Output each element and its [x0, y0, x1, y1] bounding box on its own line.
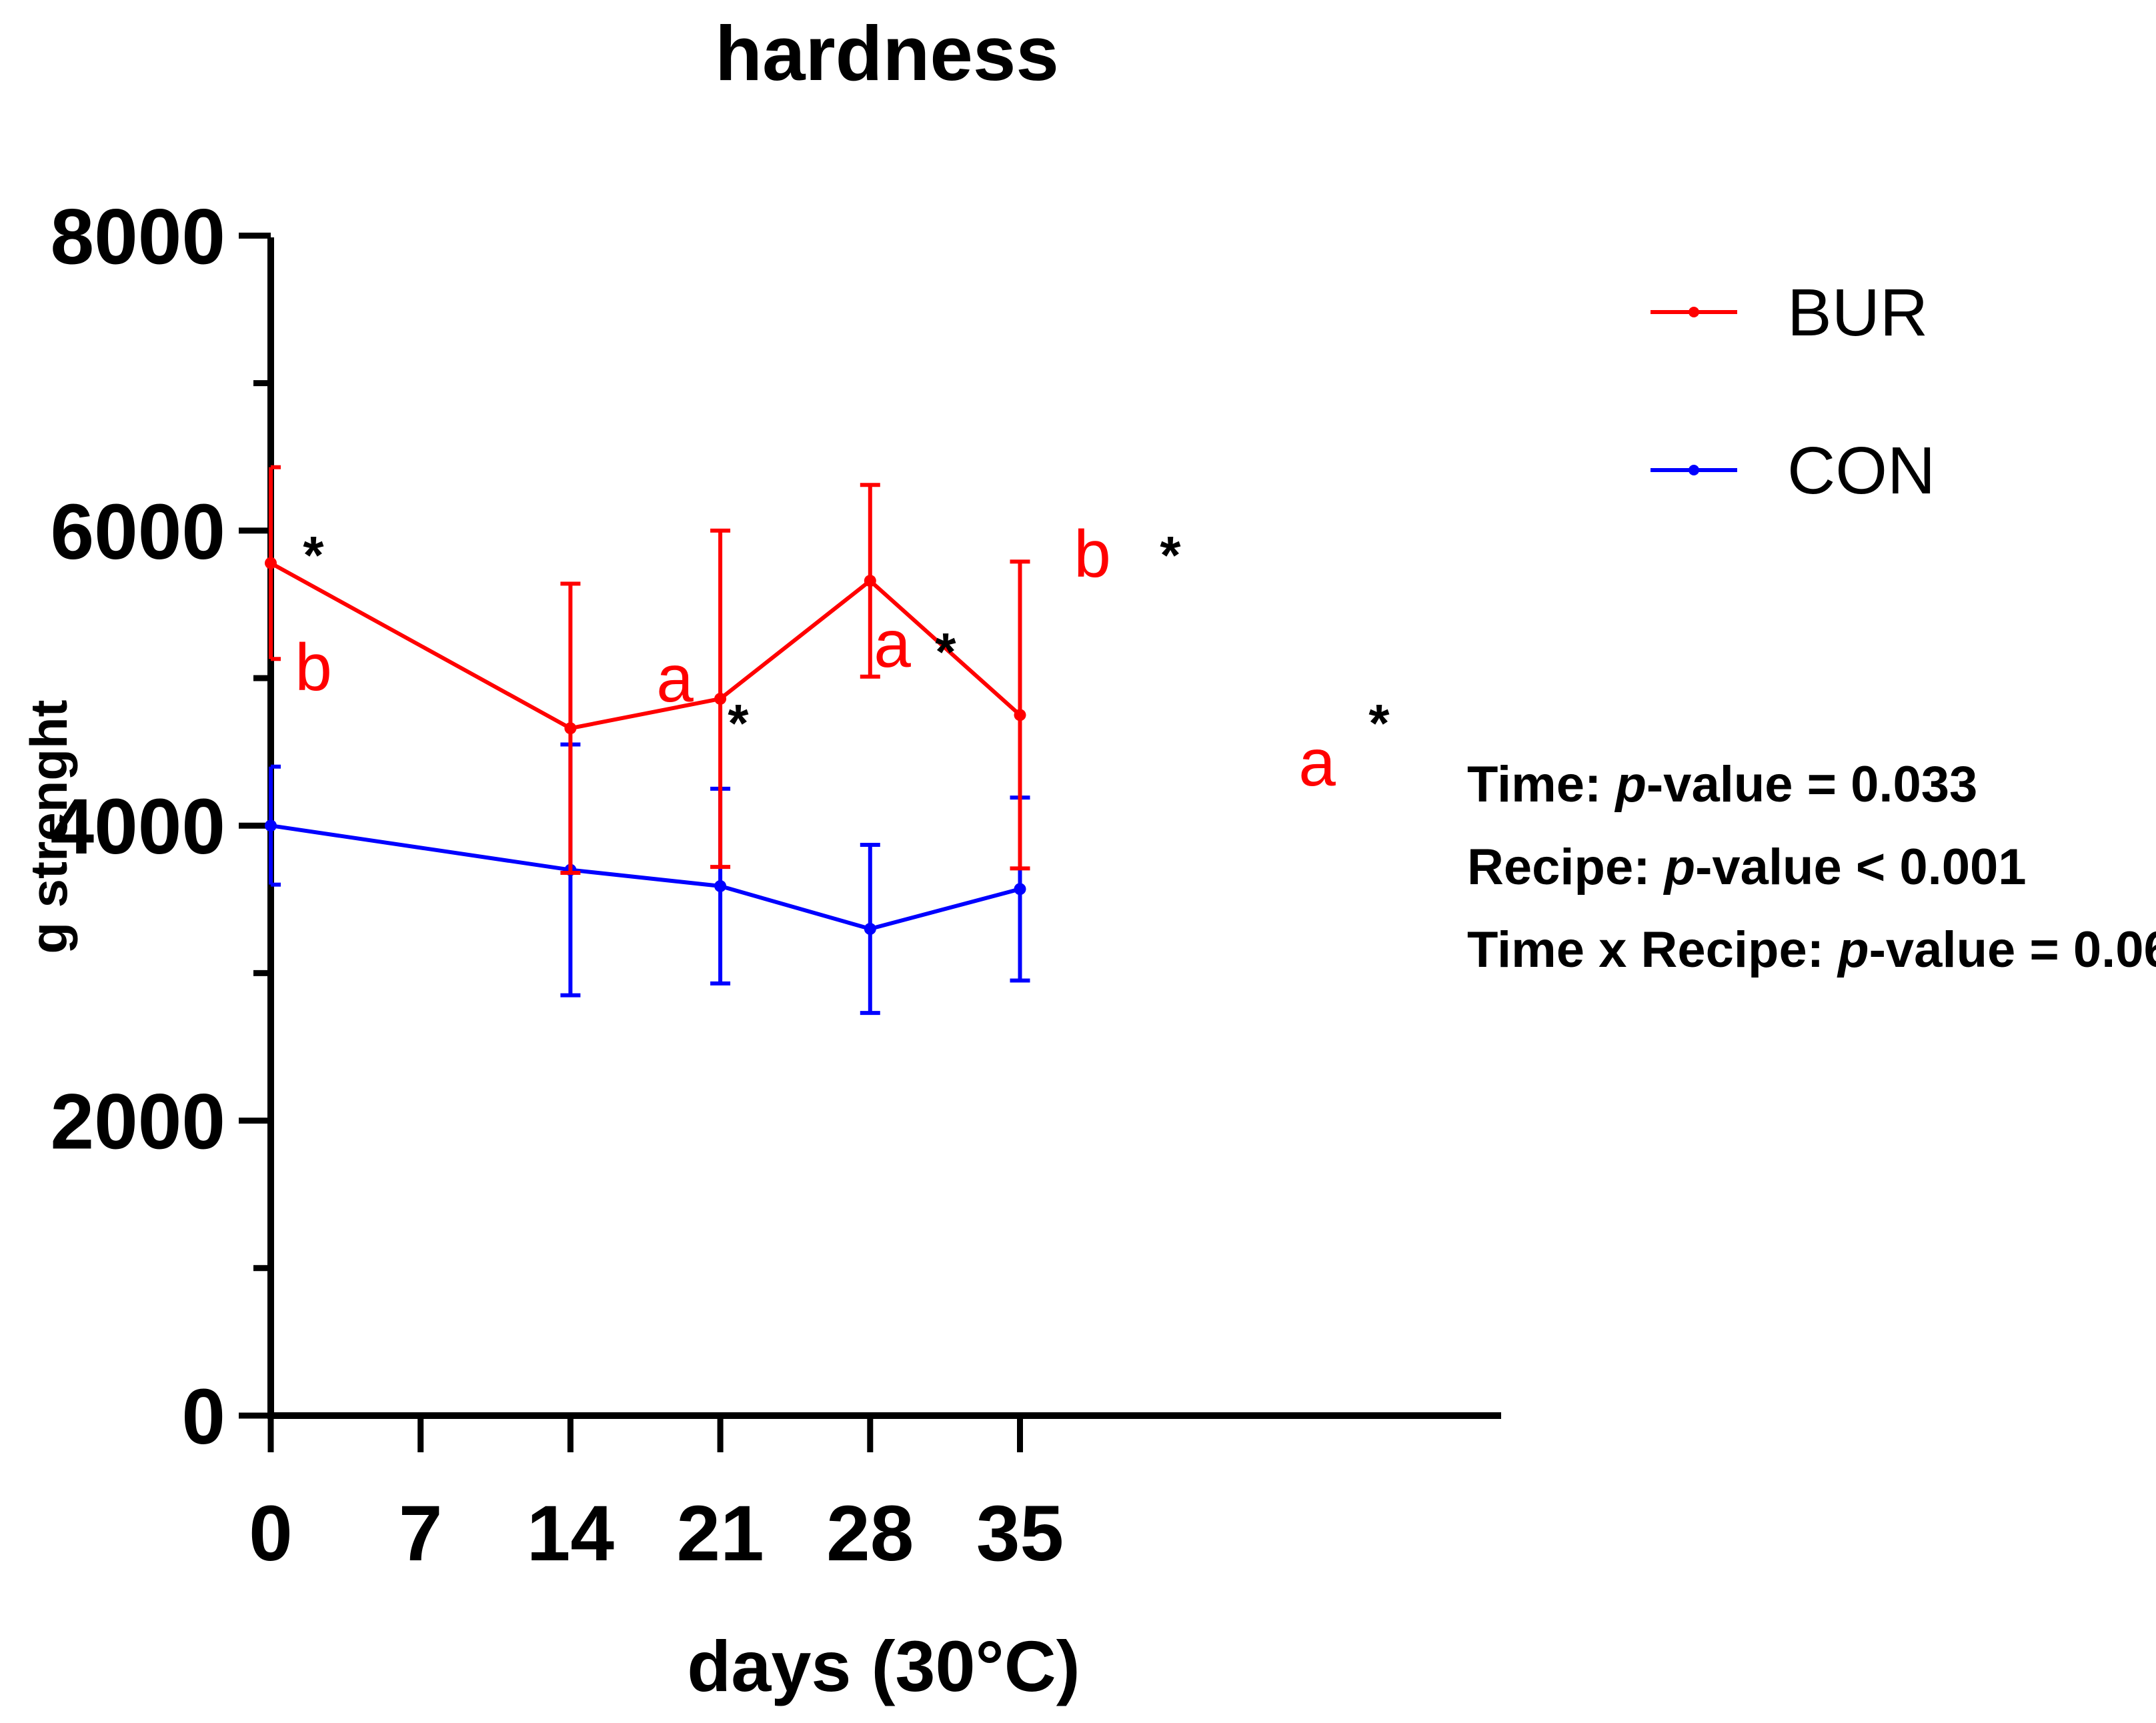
x-tick-label: 7 — [399, 1490, 443, 1578]
legend-item-bur: BUR — [1651, 275, 1928, 350]
x-axis-ticks: 0 7 14 21 28 35 — [249, 1416, 1064, 1578]
significance-star: * — [1160, 525, 1181, 585]
y-tick-label: 2000 — [50, 1078, 225, 1166]
y-tick-label: 8000 — [50, 193, 225, 281]
x-tick-label: 14 — [527, 1490, 614, 1578]
significance-star: * — [935, 622, 956, 681]
group-letter: b — [295, 630, 332, 705]
x-tick-label: 28 — [826, 1490, 914, 1578]
data-point — [864, 923, 876, 936]
x-axis-label: days (30°C) — [687, 1626, 1080, 1706]
stats-annotation: Time x Recipe: p-value = 0.066 — [1467, 922, 2156, 978]
data-point — [265, 819, 277, 832]
series-line — [270, 823, 1021, 932]
group-letter: a — [874, 607, 911, 681]
significance-star: * — [1368, 693, 1390, 753]
y-axis-label: g strenght — [19, 699, 78, 954]
stats-annotation: Recipe: p-value < 0.001 — [1467, 839, 2027, 896]
stats-annotations: Time: p-value = 0.033 Recipe: p-value < 0… — [1467, 756, 2156, 978]
group-letter: a — [656, 641, 694, 716]
data-point — [1014, 709, 1026, 721]
significance-star: * — [303, 525, 324, 585]
data-point — [714, 880, 727, 892]
y-tick-label: 6000 — [50, 488, 225, 576]
group-letter: a — [1298, 725, 1336, 800]
x-tick-label: 21 — [676, 1490, 764, 1578]
x-tick-label: 35 — [976, 1490, 1064, 1578]
stats-annotation: Time: p-value = 0.033 — [1467, 756, 1977, 813]
group-letter: b — [1074, 517, 1111, 591]
y-axis-ticks: 0 2000 4000 6000 8000 — [50, 193, 271, 1461]
legend: BUR CON — [1651, 275, 1935, 508]
legend-marker — [1689, 465, 1699, 475]
significance-star: * — [728, 693, 749, 753]
y-tick-label: 0 — [181, 1373, 225, 1461]
data-point — [864, 575, 876, 587]
legend-item-con: CON — [1651, 433, 1935, 508]
legend-marker — [1689, 307, 1699, 317]
x-tick-label: 0 — [249, 1490, 293, 1578]
series-bur — [265, 465, 1030, 875]
data-point — [1014, 883, 1026, 896]
y-tick-label: 4000 — [50, 783, 225, 871]
legend-label: CON — [1787, 433, 1935, 508]
data-point — [564, 722, 577, 735]
data-point — [714, 692, 727, 705]
data-point — [265, 557, 277, 569]
plot-area: b a a b a * * * * * — [265, 465, 1390, 1016]
legend-label: BUR — [1787, 275, 1928, 350]
series-con — [265, 742, 1030, 1016]
chart-title: hardness — [715, 10, 1059, 97]
